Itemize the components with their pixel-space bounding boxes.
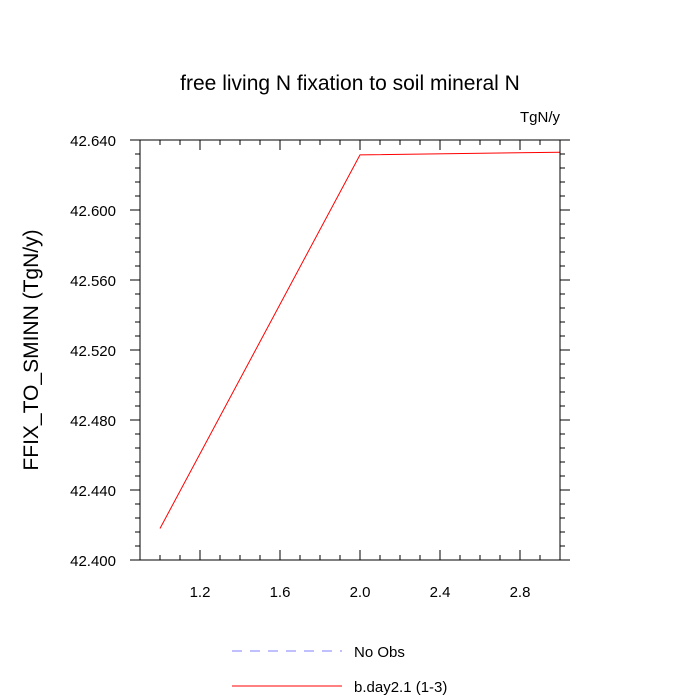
legend-label: b.day2.1 (1-3) xyxy=(354,679,447,696)
units-label: TgN/y xyxy=(520,109,561,126)
y-tick-label: 42.600 xyxy=(70,203,116,220)
chart-title: free living N fixation to soil mineral N xyxy=(180,72,520,95)
y-axis-label: FFIX_TO_SMINN (TgN/y) xyxy=(20,229,43,470)
y-tick-label: 42.440 xyxy=(70,483,116,500)
y-tick-label: 42.520 xyxy=(70,343,116,360)
x-tick-label: 2.8 xyxy=(510,584,531,601)
y-tick-label: 42.400 xyxy=(70,553,116,570)
series-line xyxy=(159,151,561,529)
y-tick-label: 42.640 xyxy=(70,133,116,150)
x-tick-label: 2.4 xyxy=(430,584,451,601)
axis-ticks: 1.2 1.6 2.0 2.4 2.8 42.400 42.440 42.480 42.520 4… xyxy=(70,133,570,601)
x-tick-label: 1.6 xyxy=(270,584,291,601)
plot-frame xyxy=(139,139,561,561)
legend-label: No Obs xyxy=(354,644,405,661)
plot-area xyxy=(159,151,561,529)
y-tick-label: 42.480 xyxy=(70,413,116,430)
y-tick-label: 42.560 xyxy=(70,273,116,290)
legend: No Obs b.day2.1 (1-3) xyxy=(232,644,447,696)
x-tick-label: 1.2 xyxy=(190,584,211,601)
x-tick-label: 2.0 xyxy=(350,584,371,601)
